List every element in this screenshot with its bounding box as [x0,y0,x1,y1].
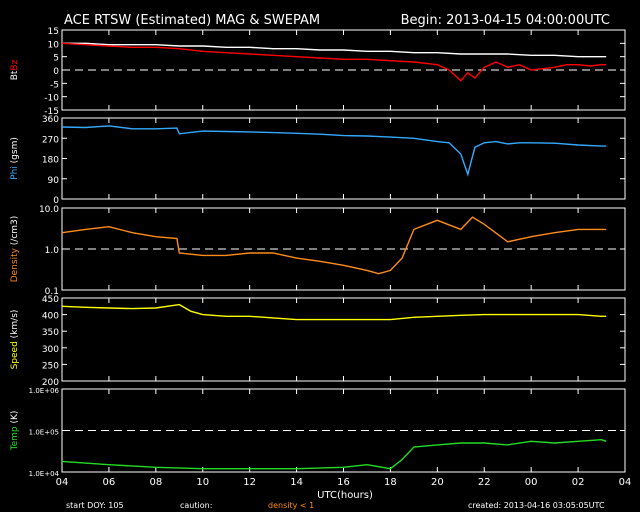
y-tick-label-phi: 90 [48,176,60,186]
series-line-temp [61,438,607,470]
panel-temp: 1.0E+06 1.0E+05 1.0E+04 Temp (K) [10,387,626,478]
y-tick-label-mag: 5 [53,54,59,64]
x-tick-label: 22 [478,477,491,488]
y-tick-label-mag: -5 [50,80,59,90]
y-axis-label-phi: Phi (gsm) [10,137,20,180]
x-tick-label: 18 [384,477,397,488]
begin-time: Begin: 2013-04-15 04:00:00UTC [401,13,610,28]
x-tick-label: 12 [243,477,256,488]
start-doy: start DOY: 105 [66,501,124,510]
x-axis-label: UTC(hours) [317,490,373,501]
y-axis-label-part: Density [10,247,20,282]
y-tick-label-speed: 200 [42,378,59,388]
panel-frame-speed [61,297,626,382]
series-line-speed [61,303,607,321]
y-axis-label-part: Bt [10,70,20,80]
y-tick-label-mag: 0 [53,67,59,77]
y-axis-label-speed: Speed (km/s) [10,310,20,370]
y-axis-label-part: (gsm) [10,137,20,166]
caution-note: density < 1 [268,501,314,510]
x-tick-label: 00 [525,477,538,488]
y-axis-label-part: Phi [10,166,20,180]
panel-mag: 15 10 5 0 -5 -10 -15 BtBz [10,27,626,117]
x-tick-label: 16 [337,477,350,488]
series-line-bz [61,42,607,82]
y-tick-label-density: 1.0 [45,246,60,256]
y-tick-label-speed: 300 [42,345,59,355]
x-tick-label: 02 [572,477,585,488]
y-tick-label-phi: 270 [42,135,59,145]
y-tick-label-speed: 450 [42,295,59,305]
y-axis-label-mag: BtBz [10,59,20,80]
y-axis-label-part: Temp [10,426,20,451]
y-axis-label-temp: Temp (K) [10,411,20,452]
chart-title: ACE RTSW (Estimated) MAG & SWEPAM [64,13,320,28]
y-tick-label-density: 10.0 [39,205,59,215]
x-tick-label: 06 [103,477,116,488]
y-axis-label-part: Bz [10,59,20,70]
series-line-density [61,216,607,275]
y-tick-label-phi: 360 [42,115,59,125]
y-axis-label-part: Speed [10,341,20,369]
y-axis-label-part: (km/s) [10,310,20,342]
caution-label: caution: [180,501,212,510]
y-tick-label-speed: 400 [42,312,59,322]
x-tick-label: 04 [619,477,632,488]
x-tick-label: 14 [290,477,303,488]
panel-phi: 360 270 180 90 0 Phi (gsm) [10,115,626,206]
y-axis-label-density: Density (/cm3) [10,216,20,283]
x-tick-label: 08 [149,477,162,488]
x-tick-label: 20 [431,477,444,488]
panel-frame-phi [61,117,626,200]
y-tick-label-temp: 1.0E+04 [29,470,60,478]
y-tick-label-density: 0.1 [45,287,59,297]
y-tick-label-temp: 1.0E+06 [29,387,60,395]
x-tick-label: 04 [56,477,69,488]
series-line-bt [62,42,607,58]
y-tick-label-phi: 180 [42,156,59,166]
y-tick-label-mag: -10 [44,94,59,104]
series-line-phi [61,125,607,177]
panel-speed: 450 400 350 300 250 200 Speed (km/s) [10,295,626,388]
y-axis-label-part: (/cm3) [10,216,20,248]
y-axis-label-part: (K) [10,411,20,427]
y-tick-label-mag: 10 [48,40,60,50]
y-tick-label-phi: 0 [53,196,59,206]
created-time: created: 2013-04-16 03:05:05UTC [468,501,605,510]
y-tick-label-mag: -15 [44,107,59,117]
y-tick-label-speed: 250 [42,361,59,371]
y-tick-label-temp: 1.0E+05 [29,429,59,437]
panel-density: 10.0 1.0 0.1 Density (/cm3) [10,205,626,297]
y-tick-label-mag: 15 [48,27,59,37]
x-tick-label: 10 [196,477,209,488]
y-tick-label-speed: 350 [42,328,59,338]
